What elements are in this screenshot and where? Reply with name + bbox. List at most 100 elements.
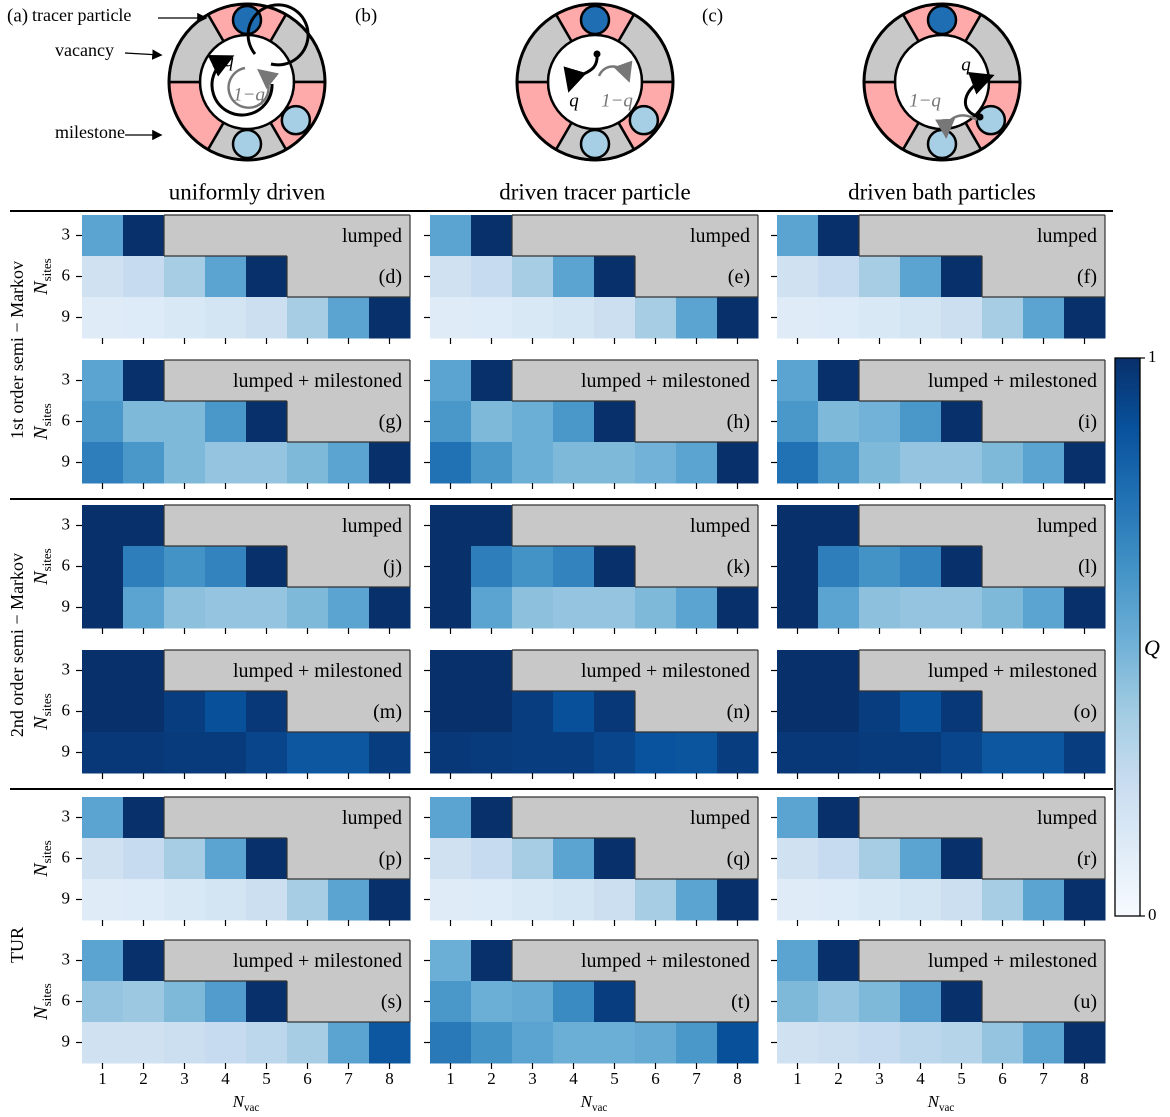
heatmap-cell xyxy=(594,401,636,443)
missing-cell xyxy=(982,546,1024,588)
heatmap-cell xyxy=(982,442,1024,484)
missing-cell xyxy=(328,981,370,1023)
callout-label: tracer particle xyxy=(32,5,131,25)
heatmap-cell xyxy=(594,732,636,774)
y-tick-label: 6 xyxy=(62,555,71,574)
heatmap-cell xyxy=(818,215,860,257)
heatmap-cell xyxy=(164,879,206,921)
missing-cell xyxy=(287,256,329,298)
x-tick-label: 7 xyxy=(344,1069,353,1088)
heatmap-cell xyxy=(205,546,247,588)
panel-label: (k) xyxy=(727,556,750,578)
heatmap-cell xyxy=(900,691,942,733)
heatmap-cell xyxy=(123,691,165,733)
missing-cell xyxy=(635,401,677,443)
missing-cell xyxy=(512,505,554,547)
heatmap-cell xyxy=(471,650,513,692)
heatmap-cell xyxy=(246,691,288,733)
y-tick-label: 6 xyxy=(62,265,71,284)
heatmap-cell xyxy=(1023,442,1065,484)
panel-label: (s) xyxy=(381,991,402,1013)
heatmap-cell xyxy=(287,297,329,339)
heatmap-cell xyxy=(512,1022,554,1064)
missing-cell xyxy=(164,940,206,982)
panel-label: (l) xyxy=(1078,556,1097,578)
heatmap-cell xyxy=(777,401,819,443)
axis-label: Nsites xyxy=(30,548,54,585)
heatmap-cell xyxy=(82,1022,124,1064)
particle xyxy=(928,6,956,34)
heatmap-cell xyxy=(900,401,942,443)
heatmap-cell xyxy=(430,587,472,629)
heatmap-cell xyxy=(123,732,165,774)
y-tick-label: 9 xyxy=(62,741,71,760)
heatmap-cell xyxy=(205,1022,247,1064)
x-tick-label: 6 xyxy=(998,1069,1007,1088)
axis-label: Nvac xyxy=(232,1092,260,1114)
heatmap-cell xyxy=(900,879,942,921)
heatmap-cell xyxy=(900,297,942,339)
heatmap-cell xyxy=(123,401,165,443)
heatmap-cell xyxy=(287,732,329,774)
heatmap-cell xyxy=(777,732,819,774)
heatmap-cell xyxy=(777,587,819,629)
missing-cell xyxy=(594,797,636,839)
particle xyxy=(928,130,956,158)
heatmap-cell xyxy=(818,546,860,588)
rate-label: 1−q xyxy=(233,84,265,105)
heatmap-cell xyxy=(164,1022,206,1064)
heatmap-cell xyxy=(777,691,819,733)
missing-cell xyxy=(635,546,677,588)
axis-label-subscript: sites xyxy=(39,840,54,863)
heatmap-cell xyxy=(594,546,636,588)
heatmap-cell xyxy=(1064,587,1106,629)
heatmap-cell xyxy=(859,1022,901,1064)
missing-cell xyxy=(328,691,370,733)
missing-cell xyxy=(635,256,677,298)
panel-label: (g) xyxy=(379,411,402,433)
panel-label: (f) xyxy=(1077,266,1097,288)
heatmap-cell xyxy=(287,879,329,921)
axis-label: Nvac xyxy=(580,1092,608,1114)
heatmap-cell xyxy=(900,256,942,298)
panel-label: (o) xyxy=(1074,701,1097,723)
heatmap-cell xyxy=(82,732,124,774)
particle xyxy=(581,130,609,158)
missing-cell xyxy=(328,256,370,298)
missing-cell xyxy=(328,546,370,588)
heatmap-cell xyxy=(900,981,942,1023)
x-tick-label: 3 xyxy=(180,1069,189,1088)
heatmap-cell xyxy=(246,401,288,443)
heatmap-cell xyxy=(246,981,288,1023)
heatmap-cell xyxy=(635,879,677,921)
heatmap-cell xyxy=(246,732,288,774)
heatmap-cell xyxy=(553,442,595,484)
heatmap-cell xyxy=(123,650,165,692)
axis-label: Nsites xyxy=(30,403,54,440)
heatmap-cell xyxy=(123,215,165,257)
heatmap-cell xyxy=(941,691,983,733)
heatmap-cell xyxy=(635,587,677,629)
heatmap-cell xyxy=(430,215,472,257)
heatmap-cell xyxy=(471,505,513,547)
heatmap-cell xyxy=(594,587,636,629)
heatmap-cell xyxy=(553,981,595,1023)
rate-label: q xyxy=(224,50,234,71)
missing-cell xyxy=(1023,401,1065,443)
heatmap-cell xyxy=(471,297,513,339)
x-tick-label: 2 xyxy=(834,1069,843,1088)
heatmap-cell xyxy=(553,732,595,774)
colorbar-tick-label: 1 xyxy=(1148,347,1157,366)
axis-label: Nsites xyxy=(30,693,54,730)
heatmap-cell xyxy=(859,442,901,484)
heatmap-cell xyxy=(941,442,983,484)
annotation: lumped xyxy=(690,807,750,829)
heatmap-cell xyxy=(941,256,983,298)
y-tick-label: 9 xyxy=(62,306,71,325)
missing-cell xyxy=(676,691,718,733)
heatmap-cell xyxy=(553,587,595,629)
heatmap-cell xyxy=(328,1022,370,1064)
heatmap-cell xyxy=(717,1022,759,1064)
heatmap-cell xyxy=(777,650,819,692)
heatmap-cell xyxy=(982,297,1024,339)
